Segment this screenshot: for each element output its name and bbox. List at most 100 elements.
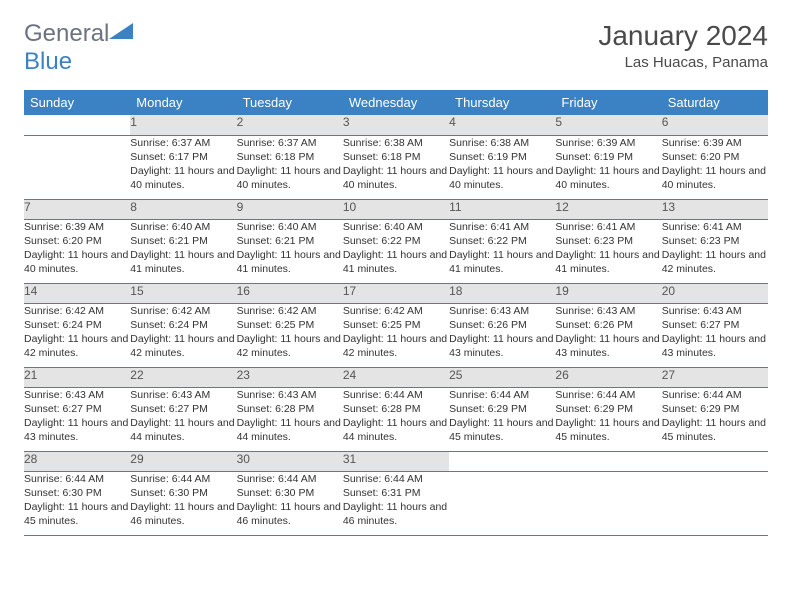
day-number-row: 78910111213: [24, 199, 768, 219]
sunrise-line: Sunrise: 6:43 AM: [555, 304, 661, 318]
daylight-line: Daylight: 11 hours and 40 minutes.: [449, 164, 555, 192]
day-number-cell: 26: [555, 367, 661, 387]
day-number-cell: 9: [237, 199, 343, 219]
day-content-row: Sunrise: 6:39 AMSunset: 6:20 PMDaylight:…: [24, 219, 768, 283]
logo-text-general: General: [24, 20, 109, 47]
logo-text-blue: Blue: [24, 48, 72, 75]
day-number-cell: 7: [24, 199, 130, 219]
day-number-row: 28293031: [24, 451, 768, 471]
day-number-cell: 29: [130, 451, 236, 471]
day-content-cell: Sunrise: 6:39 AMSunset: 6:20 PMDaylight:…: [24, 219, 130, 283]
day-content-cell: Sunrise: 6:42 AMSunset: 6:25 PMDaylight:…: [343, 303, 449, 367]
day-content-cell: [555, 471, 661, 535]
day-content-cell: Sunrise: 6:37 AMSunset: 6:18 PMDaylight:…: [237, 135, 343, 199]
day-number-cell: 10: [343, 199, 449, 219]
day-content-cell: Sunrise: 6:43 AMSunset: 6:26 PMDaylight:…: [449, 303, 555, 367]
sunrise-line: Sunrise: 6:39 AM: [662, 136, 768, 150]
sunset-line: Sunset: 6:26 PM: [555, 318, 661, 332]
sunset-line: Sunset: 6:23 PM: [555, 234, 661, 248]
sunrise-line: Sunrise: 6:43 AM: [662, 304, 768, 318]
day-content-cell: Sunrise: 6:44 AMSunset: 6:30 PMDaylight:…: [24, 471, 130, 535]
calendar-body: 123456Sunrise: 6:37 AMSunset: 6:17 PMDay…: [24, 115, 768, 535]
sunrise-line: Sunrise: 6:44 AM: [237, 472, 343, 486]
sunset-line: Sunset: 6:24 PM: [24, 318, 130, 332]
sunset-line: Sunset: 6:19 PM: [555, 150, 661, 164]
sunrise-line: Sunrise: 6:40 AM: [130, 220, 236, 234]
day-content-cell: Sunrise: 6:42 AMSunset: 6:25 PMDaylight:…: [237, 303, 343, 367]
day-number-cell: 30: [237, 451, 343, 471]
sunset-line: Sunset: 6:22 PM: [449, 234, 555, 248]
day-content-cell: Sunrise: 6:41 AMSunset: 6:23 PMDaylight:…: [555, 219, 661, 283]
day-content-cell: Sunrise: 6:44 AMSunset: 6:29 PMDaylight:…: [449, 387, 555, 451]
day-number-cell: 4: [449, 115, 555, 135]
daylight-line: Daylight: 11 hours and 42 minutes.: [343, 332, 449, 360]
day-number-cell: 27: [662, 367, 768, 387]
sunset-line: Sunset: 6:29 PM: [555, 402, 661, 416]
sunset-line: Sunset: 6:28 PM: [237, 402, 343, 416]
sunrise-line: Sunrise: 6:42 AM: [130, 304, 236, 318]
day-content-cell: Sunrise: 6:42 AMSunset: 6:24 PMDaylight:…: [130, 303, 236, 367]
logo-triangle-icon: [109, 21, 135, 41]
day-content-cell: Sunrise: 6:44 AMSunset: 6:29 PMDaylight:…: [662, 387, 768, 451]
sunrise-line: Sunrise: 6:44 AM: [343, 388, 449, 402]
daylight-line: Daylight: 11 hours and 40 minutes.: [237, 164, 343, 192]
daylight-line: Daylight: 11 hours and 45 minutes.: [24, 500, 130, 528]
daylight-line: Daylight: 11 hours and 42 minutes.: [237, 332, 343, 360]
day-number-cell: 15: [130, 283, 236, 303]
daylight-line: Daylight: 11 hours and 40 minutes.: [555, 164, 661, 192]
day-number-cell: 11: [449, 199, 555, 219]
calendar-table: SundayMondayTuesdayWednesdayThursdayFrid…: [24, 90, 768, 536]
daylight-line: Daylight: 11 hours and 41 minutes.: [555, 248, 661, 276]
day-number-cell: 25: [449, 367, 555, 387]
month-title: January 2024: [598, 20, 768, 52]
day-content-cell: [449, 471, 555, 535]
daylight-line: Daylight: 11 hours and 45 minutes.: [449, 416, 555, 444]
sunrise-line: Sunrise: 6:44 AM: [555, 388, 661, 402]
sunrise-line: Sunrise: 6:43 AM: [130, 388, 236, 402]
header: GeneralBlue January 2024 Las Huacas, Pan…: [24, 20, 768, 76]
daylight-line: Daylight: 11 hours and 46 minutes.: [130, 500, 236, 528]
day-content-cell: Sunrise: 6:42 AMSunset: 6:24 PMDaylight:…: [24, 303, 130, 367]
sunrise-line: Sunrise: 6:44 AM: [449, 388, 555, 402]
daylight-line: Daylight: 11 hours and 40 minutes.: [130, 164, 236, 192]
sunset-line: Sunset: 6:21 PM: [130, 234, 236, 248]
day-content-cell: Sunrise: 6:38 AMSunset: 6:18 PMDaylight:…: [343, 135, 449, 199]
sunset-line: Sunset: 6:24 PM: [130, 318, 236, 332]
day-number-cell: 28: [24, 451, 130, 471]
sunrise-line: Sunrise: 6:42 AM: [24, 304, 130, 318]
day-number-cell: 24: [343, 367, 449, 387]
sunset-line: Sunset: 6:21 PM: [237, 234, 343, 248]
day-content-row: Sunrise: 6:44 AMSunset: 6:30 PMDaylight:…: [24, 471, 768, 535]
day-number-cell: 12: [555, 199, 661, 219]
day-number-row: 123456: [24, 115, 768, 135]
day-content-cell: Sunrise: 6:40 AMSunset: 6:22 PMDaylight:…: [343, 219, 449, 283]
sunrise-line: Sunrise: 6:38 AM: [449, 136, 555, 150]
weekday-header-row: SundayMondayTuesdayWednesdayThursdayFrid…: [24, 90, 768, 115]
day-content-cell: Sunrise: 6:44 AMSunset: 6:28 PMDaylight:…: [343, 387, 449, 451]
daylight-line: Daylight: 11 hours and 44 minutes.: [343, 416, 449, 444]
weekday-header: Thursday: [449, 90, 555, 115]
daylight-line: Daylight: 11 hours and 42 minutes.: [662, 248, 768, 276]
title-block: January 2024 Las Huacas, Panama: [598, 20, 768, 71]
sunset-line: Sunset: 6:19 PM: [449, 150, 555, 164]
day-number-cell: 2: [237, 115, 343, 135]
sunrise-line: Sunrise: 6:44 AM: [662, 388, 768, 402]
day-content-cell: [24, 135, 130, 199]
sunrise-line: Sunrise: 6:44 AM: [130, 472, 236, 486]
day-content-cell: Sunrise: 6:39 AMSunset: 6:19 PMDaylight:…: [555, 135, 661, 199]
sunset-line: Sunset: 6:29 PM: [662, 402, 768, 416]
sunset-line: Sunset: 6:25 PM: [343, 318, 449, 332]
day-number-cell: [449, 451, 555, 471]
daylight-line: Daylight: 11 hours and 41 minutes.: [130, 248, 236, 276]
sunrise-line: Sunrise: 6:42 AM: [343, 304, 449, 318]
sunset-line: Sunset: 6:20 PM: [662, 150, 768, 164]
day-number-cell: 3: [343, 115, 449, 135]
day-number-cell: 21: [24, 367, 130, 387]
location-text: Las Huacas, Panama: [598, 54, 768, 71]
daylight-line: Daylight: 11 hours and 43 minutes.: [662, 332, 768, 360]
day-content-cell: [662, 471, 768, 535]
day-number-cell: 20: [662, 283, 768, 303]
sunrise-line: Sunrise: 6:37 AM: [130, 136, 236, 150]
day-number-cell: [555, 451, 661, 471]
sunset-line: Sunset: 6:18 PM: [343, 150, 449, 164]
